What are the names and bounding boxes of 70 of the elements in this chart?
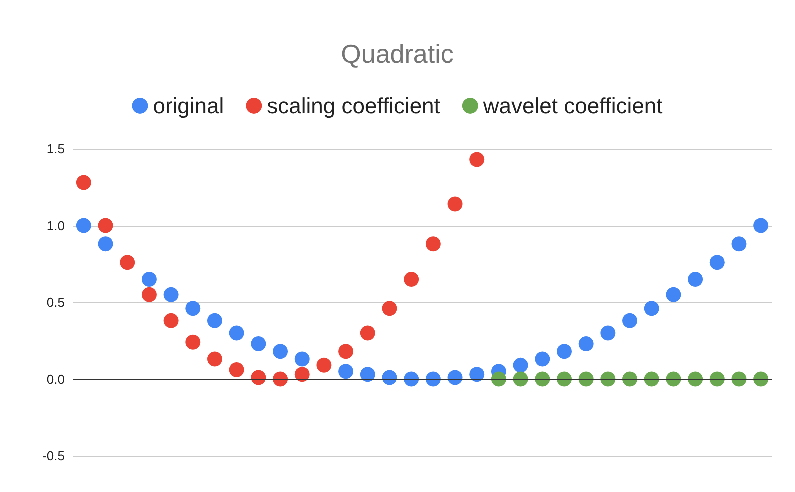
point (600, 372, 616, 387)
point (229, 326, 244, 341)
point (164, 287, 179, 302)
point (666, 287, 682, 302)
point (251, 336, 266, 352)
point (557, 372, 572, 387)
point (251, 370, 266, 386)
point (273, 344, 288, 360)
point (98, 218, 114, 234)
chart-title: Quadratic (341, 39, 454, 69)
y-tick-label: 0.5 (46, 295, 65, 310)
point (76, 218, 92, 234)
point (186, 334, 201, 350)
y-tick-label: 1.0 (46, 218, 65, 234)
point (644, 301, 660, 316)
point (535, 352, 550, 367)
point (470, 367, 485, 382)
point (382, 301, 398, 316)
legend-label: original (153, 94, 224, 118)
y-tick-label: -0.5 (42, 448, 65, 464)
point (754, 372, 769, 387)
point (622, 372, 638, 387)
point (448, 196, 463, 212)
point (142, 272, 157, 287)
point (535, 372, 550, 387)
y-tick-label: 0.0 (46, 372, 65, 387)
point (382, 370, 398, 386)
point (644, 372, 660, 387)
point (732, 372, 747, 387)
point (120, 255, 136, 270)
point (600, 326, 616, 341)
point (229, 362, 244, 378)
point (710, 255, 725, 270)
point (164, 313, 179, 328)
point (470, 152, 485, 168)
point (578, 372, 594, 387)
point (513, 372, 528, 387)
point (208, 352, 222, 367)
point (732, 236, 747, 252)
point (666, 372, 682, 387)
point (622, 313, 638, 328)
point (360, 367, 376, 382)
point (360, 326, 376, 341)
point (448, 370, 463, 386)
point (316, 358, 332, 373)
point (338, 344, 354, 360)
point (578, 336, 594, 352)
point (76, 175, 92, 190)
point (338, 364, 354, 380)
point (273, 372, 288, 387)
point (294, 367, 310, 382)
point (98, 236, 114, 252)
point (404, 272, 420, 287)
legend-label: wavelet coefficient (482, 94, 663, 118)
point (688, 372, 704, 387)
point (710, 372, 725, 387)
point (491, 372, 506, 387)
point (426, 372, 441, 387)
point (142, 287, 157, 302)
point (404, 372, 420, 387)
point (186, 301, 201, 316)
y-tick-label: 1.5 (46, 142, 65, 156)
point (426, 236, 441, 252)
point (688, 272, 704, 287)
point (294, 352, 310, 367)
legend-label: scaling coefficient (267, 94, 440, 118)
point (557, 344, 572, 360)
point (208, 313, 222, 328)
point (754, 218, 769, 234)
point (513, 358, 528, 373)
